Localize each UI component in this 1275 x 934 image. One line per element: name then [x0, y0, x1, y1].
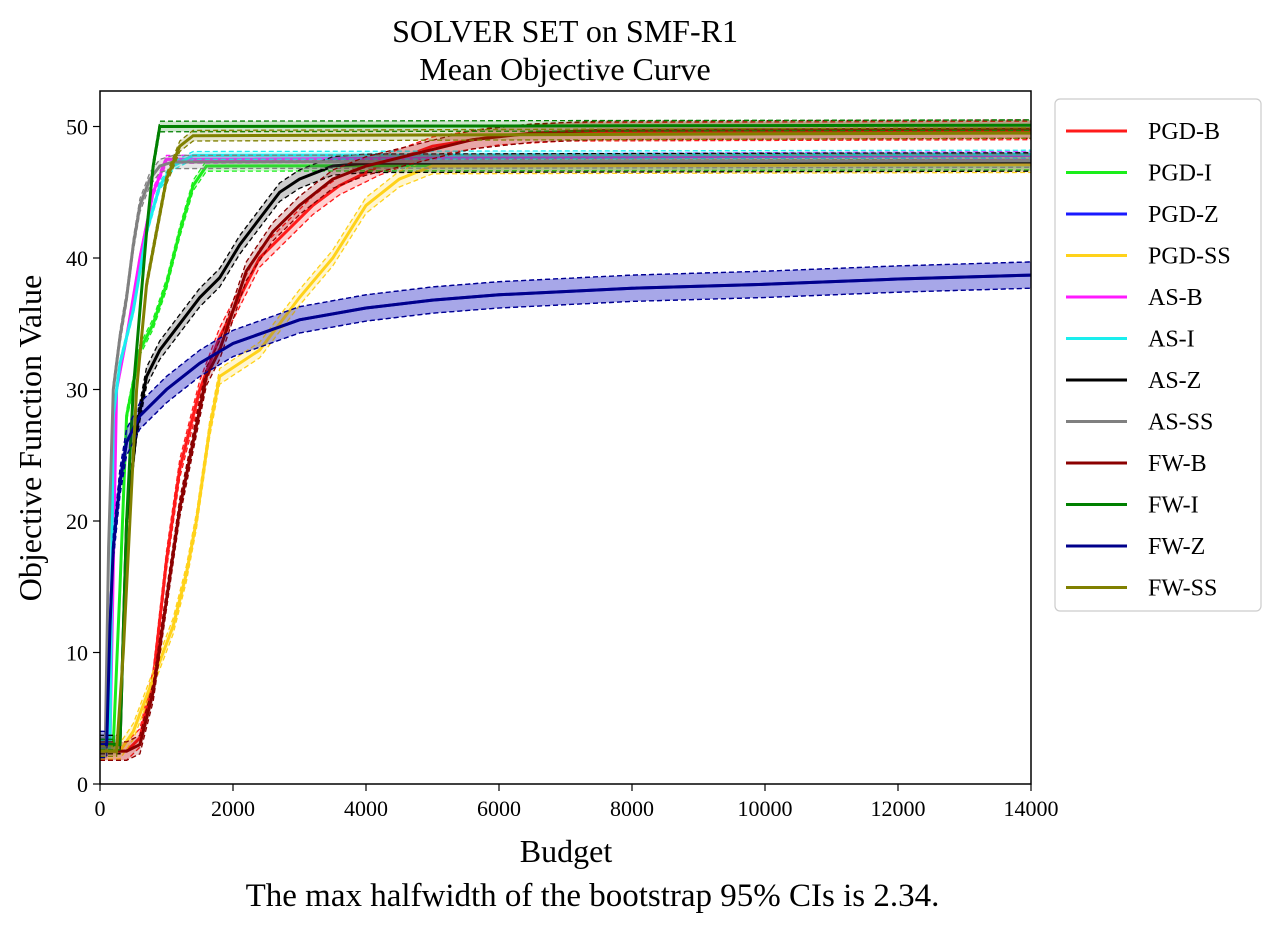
series-line — [100, 163, 1032, 747]
legend-item: AS-SS — [1066, 410, 1213, 436]
ci-lower-line — [100, 139, 1032, 761]
legend-item: FW-I — [1066, 493, 1199, 519]
caption: The max halfwidth of the bootstrap 95% C… — [245, 878, 940, 914]
legend-item: PGD-Z — [1066, 202, 1219, 228]
ci-lower-line — [100, 170, 1032, 755]
ci-upper-line — [100, 156, 1032, 744]
series-as-ss — [100, 153, 1032, 752]
legend-item: FW-Z — [1066, 534, 1205, 560]
y-axis-label: Objective Function Value — [12, 275, 48, 601]
legend-item: PGD-B — [1066, 119, 1220, 145]
y-tick-label: 30 — [66, 378, 88, 403]
legend-label: FW-I — [1148, 493, 1199, 519]
legend-label: FW-SS — [1148, 576, 1217, 602]
series-line — [100, 127, 1032, 753]
legend-item: FW-B — [1066, 451, 1207, 477]
series-line — [100, 163, 1032, 753]
legend-label: AS-B — [1148, 285, 1203, 311]
series-as-z — [100, 152, 1032, 755]
ci-lower-line — [100, 137, 1032, 758]
series-line — [100, 123, 1032, 747]
legend-item: AS-Z — [1066, 368, 1201, 394]
chart-title: SOLVER SET on SMF-R1 — [392, 13, 738, 49]
legend-label: AS-Z — [1148, 368, 1201, 394]
ci-band — [100, 127, 1031, 757]
ci-lower-line — [100, 166, 1032, 752]
legend-label: FW-B — [1148, 451, 1207, 477]
ci-lower-line — [100, 169, 1032, 751]
y-axis: 0 10 20 30 40 50 — [66, 115, 100, 797]
legend: PGD-B PGD-I PGD-Z PGD-SS AS-B AS-I AS-Z AS-SS FW… — [1054, 98, 1262, 612]
series-line — [100, 273, 1032, 747]
legend-label: PGD-Z — [1148, 202, 1219, 228]
ci-band — [100, 119, 1031, 750]
legend-item: AS-I — [1066, 327, 1195, 353]
ci-upper-line — [100, 119, 1032, 743]
x-axis-label: Budget — [520, 833, 613, 869]
series-fw-z — [100, 261, 1032, 759]
legend-item: PGD-I — [1066, 161, 1212, 187]
legend-label: AS-I — [1148, 327, 1195, 353]
series-line — [100, 159, 1032, 747]
ci-upper-line — [100, 119, 1032, 740]
y-tick-label: 20 — [66, 509, 88, 534]
legend-item: PGD-SS — [1066, 244, 1231, 270]
legend-item: AS-B — [1066, 285, 1203, 311]
ci-band — [100, 119, 1031, 761]
legend-label: PGD-B — [1148, 119, 1220, 145]
y-tick-label: 50 — [66, 115, 88, 140]
x-axis: 0 2000 4000 6000 8000 10000 12000 14000 — [95, 784, 1059, 821]
legend-label: PGD-I — [1148, 161, 1212, 187]
x-tick-label: 8000 — [610, 796, 654, 821]
ci-lower-line — [100, 157, 1032, 750]
legend-box — [1054, 98, 1262, 612]
ci-lower-line — [100, 137, 1032, 761]
series-line — [100, 128, 1032, 753]
series-fw-ss — [100, 127, 1032, 758]
ci-lower-line — [100, 129, 1032, 751]
ci-band — [100, 261, 1031, 758]
plot-frame — [99, 90, 1032, 785]
ci-band — [100, 121, 1031, 761]
legend-item: FW-SS — [1066, 576, 1217, 602]
ci-upper-line — [100, 149, 1032, 742]
x-tick-label: 6000 — [477, 796, 521, 821]
series-pgd-i — [100, 158, 1032, 751]
legend-label: AS-SS — [1148, 410, 1213, 436]
legend-label: PGD-SS — [1148, 244, 1231, 270]
series-fw-b — [100, 119, 1032, 761]
y-tick-label: 0 — [77, 772, 88, 797]
x-tick-label: 4000 — [344, 796, 388, 821]
y-tick-label: 40 — [66, 246, 88, 271]
chart-subtitle: Mean Objective Curve — [419, 51, 710, 87]
x-tick-label: 10000 — [738, 796, 793, 821]
ci-lower-line — [100, 171, 1032, 760]
ci-upper-line — [100, 120, 1032, 743]
series-pgd-b — [100, 120, 1032, 761]
x-tick-label: 12000 — [871, 796, 926, 821]
series-line — [100, 131, 1032, 753]
series-layer — [100, 119, 1032, 761]
x-tick-label: 2000 — [211, 796, 255, 821]
legend-label: FW-Z — [1148, 534, 1205, 560]
x-tick-label: 0 — [95, 796, 106, 821]
series-pgd-ss — [100, 156, 1032, 760]
y-tick-label: 10 — [66, 641, 88, 666]
ci-upper-line — [100, 127, 1032, 747]
series-fw-i — [100, 119, 1032, 751]
x-tick-label: 14000 — [1004, 796, 1059, 821]
